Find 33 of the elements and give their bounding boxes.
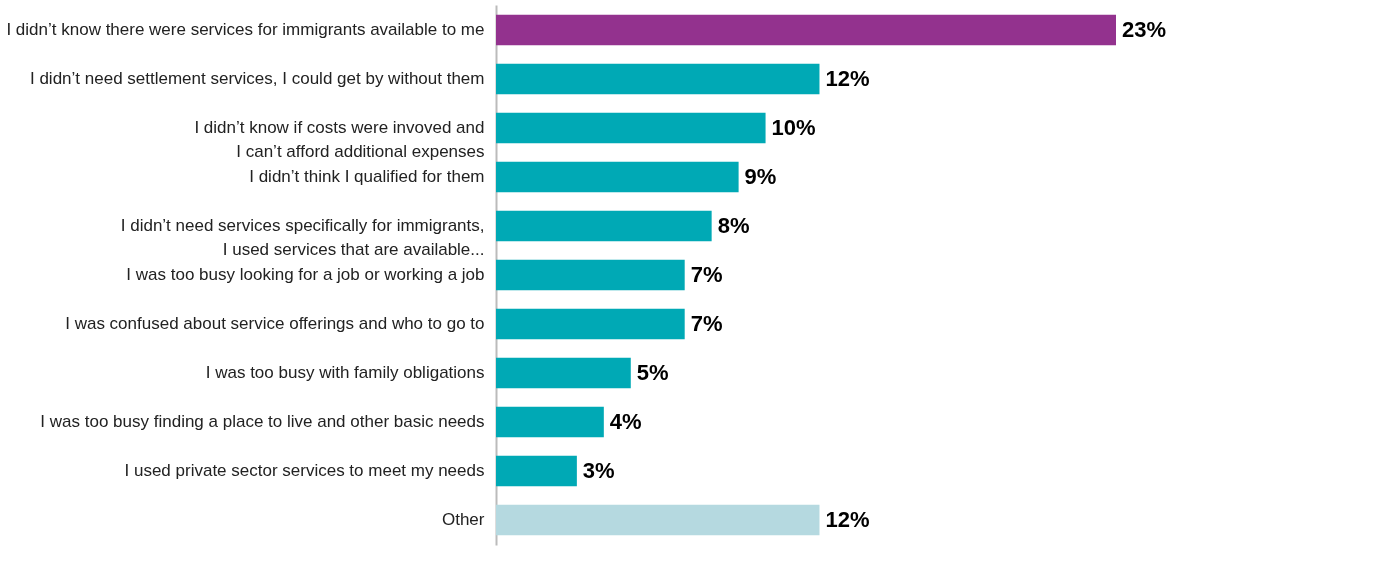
y-tick-label: I didn’t need services specifically for immigrants, I used services that are available... <box>120 216 485 259</box>
y-tick-label: I didn’t know if costs were invoved and I can’t afford additional expenses <box>194 117 485 161</box>
data-label: 9% <box>744 164 777 189</box>
bar <box>496 455 577 487</box>
data-label: 10% <box>771 114 816 140</box>
data-label: 3% <box>582 458 615 484</box>
y-tick-label: I was too busy looking for a job or working a job <box>126 265 485 284</box>
data-label: 7% <box>690 311 723 336</box>
y-tick-label: Other <box>441 510 485 530</box>
y-tick-label: I was confused about service offerings and who to go to <box>65 314 485 333</box>
y-tick-label: I used private sector services to meet my needs <box>124 461 485 481</box>
y-tick-label: I didn’t think I qualified for them <box>249 167 485 186</box>
data-label: 7% <box>690 262 723 287</box>
bar <box>496 406 604 438</box>
bar <box>496 112 766 144</box>
data-label: 5% <box>636 360 669 385</box>
y-tick-label: I didn’t know there were services for immigrants available to me <box>6 19 485 39</box>
bar <box>496 504 820 536</box>
data-label: 12% <box>825 507 870 533</box>
y-tick-label: I didn’t need settlement services, I could get by without them <box>29 68 485 88</box>
bar <box>496 357 631 389</box>
data-label: 8% <box>717 213 750 238</box>
y-tick-label: I was too busy finding a place to live and other basic needs <box>40 412 485 432</box>
data-label: 23% <box>1122 16 1167 42</box>
bar <box>496 63 820 95</box>
bar <box>496 259 685 291</box>
y-tick-label: I was too busy with family obligations <box>205 363 485 382</box>
bar <box>496 308 685 340</box>
bar <box>496 161 739 193</box>
bar <box>496 14 1116 46</box>
data-label: 12% <box>825 65 870 91</box>
bar <box>496 210 712 242</box>
data-label: 4% <box>609 409 642 435</box>
